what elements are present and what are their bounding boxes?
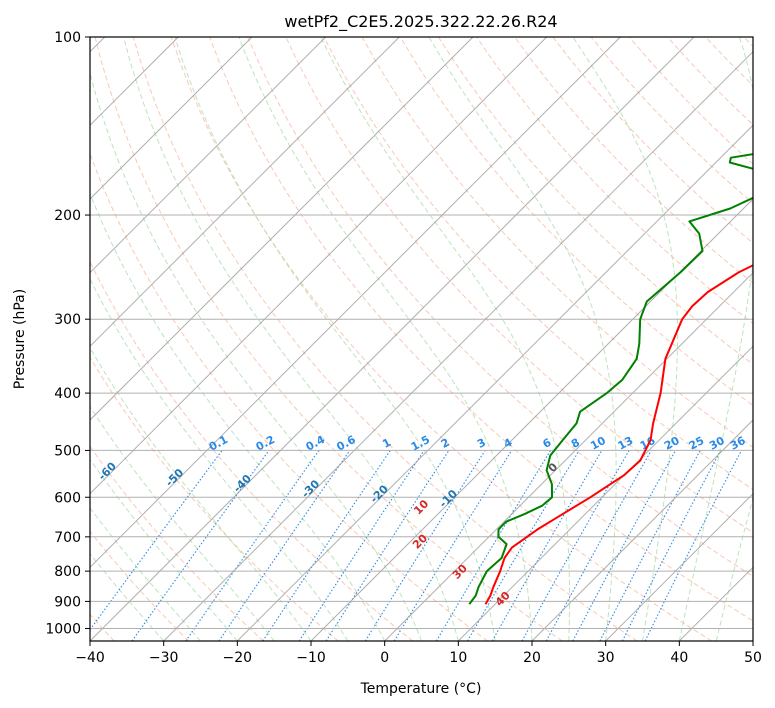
plot-area: -100-90-80-70-60-50-40-30-20-10010203040… [90,37,753,641]
mixing-ratio-line [545,450,652,641]
isotherm-line [605,492,753,641]
mixing-ratio-lines [90,450,742,641]
moist-adiabat-line [320,37,570,641]
plot-frame [89,36,754,642]
chart-title: wetPf2_C2E5.2025.322.22.26.R24 [284,12,557,32]
x-tick-label: 0 [380,650,389,666]
dry-adiabat-line [90,356,339,641]
y-tick-label: 100 [54,30,81,46]
x-tick-label: 30 [597,650,615,666]
isotherm-line [90,37,695,641]
isotherm-line [457,345,753,641]
dry-adiabat-line [90,152,488,641]
moist-adiabat-line [90,405,275,641]
mixing-ratio-label: 30 [707,434,727,453]
moist-adiabat-line [572,37,678,641]
dry-adiabat-line [170,37,712,641]
y-tick-label: 900 [54,594,81,610]
moist-adiabat-line [174,37,496,641]
mixing-ratio-line [621,450,722,641]
moist-adiabat-line [90,458,238,641]
dry-adiabat-line [90,445,264,641]
isotherm-line [531,419,753,641]
mixing-ratio-line [393,450,513,641]
isotherm-line [310,198,753,641]
isotherm-line [236,124,753,641]
mixing-ratio-line [521,450,630,641]
dry-adiabat-line [437,37,753,365]
mixing-ratio-label: 25 [687,434,707,453]
moist-adiabat-line [90,71,422,641]
x-tick-label: 20 [523,650,541,666]
mixing-ratio-label: 20 [662,434,682,453]
x-tick-label: −10 [296,650,326,666]
y-axis-label: Pressure (hPa) [12,289,28,389]
x-tick-label: 50 [744,650,762,666]
mixing-ratio-label: 10 [588,434,608,453]
x-axis-ticks: −40 −30 −20 −10 0 10 20 30 40 50 [75,641,762,666]
x-tick-label: 40 [670,650,688,666]
isotherm-line [90,37,327,274]
mixing-ratio-line [298,450,425,641]
y-tick-label: 800 [54,564,81,580]
dry-adiabat-line [209,37,753,622]
mixing-ratio-line [262,450,391,641]
mixing-ratio-line [599,450,701,641]
isotherm-line [90,37,621,569]
y-tick-label: 500 [54,443,81,459]
isotherm-line [384,271,753,641]
y-tick-label: 400 [54,386,81,402]
dry-adiabat-line [247,37,753,577]
y-tick-label: 1000 [45,621,81,637]
mixing-ratio-line [644,450,742,641]
y-tick-label: 300 [54,312,81,328]
x-tick-label: −40 [75,650,105,666]
moist-adiabat-line [428,37,617,641]
y-axis-ticks: 100 200 300 400 500 600 700 800 900 1000 [45,30,90,637]
isotherms [90,37,753,641]
x-tick-label: −20 [223,650,253,666]
mixing-ratio-line [572,450,676,641]
mixing-ratio-label: 16 [638,434,658,453]
moist-adiabat-line [238,37,533,641]
dry-adiabat-line [90,530,190,641]
mixing-ratio-line [131,450,270,641]
mixing-ratio-label: 13 [616,434,636,453]
y-tick-label: 600 [54,490,81,506]
temperature-profile-line [484,264,753,605]
isotherm-line [163,50,753,641]
moist-adiabat-line [90,277,349,641]
moist-adiabat-line [90,192,386,641]
dry-adiabat-line [323,37,753,491]
sounding-series [468,153,753,605]
mixing-ratio-line [325,450,450,641]
isotherm-line [90,37,548,495]
dewpoint-profile-line [468,153,753,605]
x-tick-label: 10 [449,650,467,666]
isotherm-line [90,37,474,421]
isotherm-line [90,37,253,200]
isotherm-line [90,37,400,348]
mixing-ratio-line [185,450,320,641]
mixing-ratio-line [90,450,223,631]
dry-adiabat-line [94,37,563,641]
x-axis-label: Temperature (°C) [360,681,482,697]
moist-adiabat-line [123,37,459,641]
x-tick-label: −30 [149,650,179,666]
mixing-ratio-line [218,450,351,641]
mixing-ratio-label: 36 [728,434,748,453]
dry-adiabat-line [514,37,753,284]
y-tick-label: 200 [54,208,81,224]
mixing-ratio-line [364,450,486,641]
moist-adiabat-line [678,37,753,641]
dry-adiabat-line [132,37,638,641]
dry-adiabat-line [399,37,753,407]
pressure-gridlines [90,37,753,629]
y-tick-label: 700 [54,530,81,546]
moist-adiabat-line [715,496,753,641]
mixing-ratio-line [435,450,552,641]
